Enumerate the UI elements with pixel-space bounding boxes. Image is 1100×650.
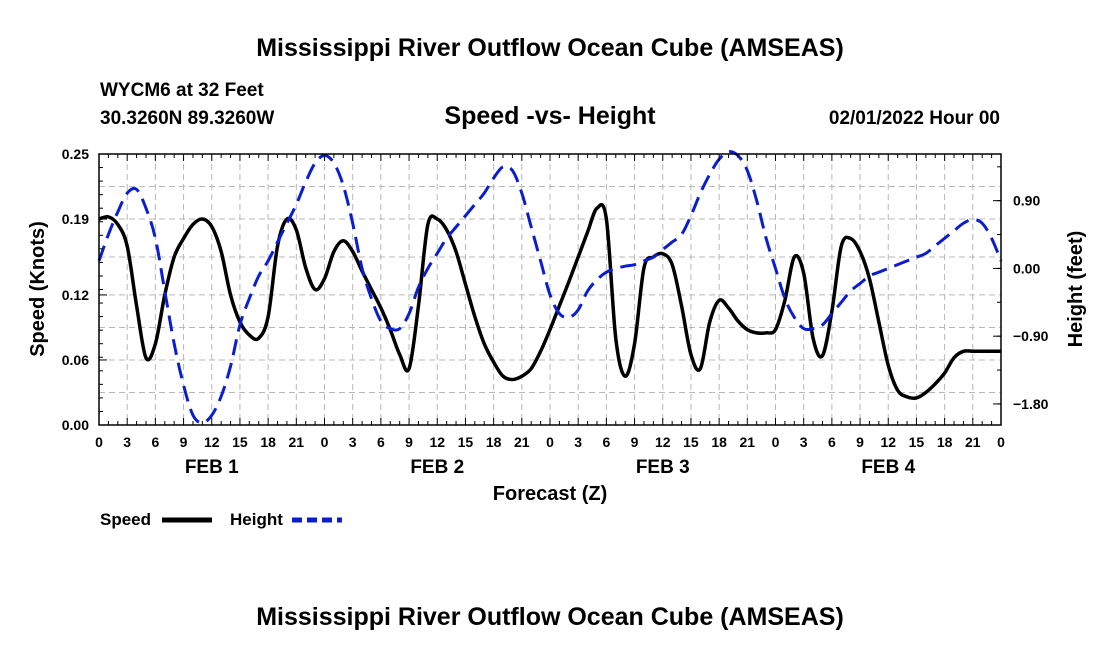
y2-tick-label: 0.90 bbox=[1013, 193, 1040, 209]
station-label: WYCM6 at 32 Feet bbox=[100, 80, 264, 101]
day-label: FEB 3 bbox=[636, 457, 690, 478]
x-tick-label: 12 bbox=[429, 434, 445, 450]
x-tick-label: 6 bbox=[828, 434, 836, 450]
x-tick-label: 0 bbox=[546, 434, 554, 450]
grid-lines bbox=[99, 154, 1001, 425]
y-tick-label: 0.25 bbox=[62, 146, 89, 162]
legend: Speed Height bbox=[100, 510, 342, 529]
x-tick-label: 12 bbox=[204, 434, 220, 450]
x-tick-label: 12 bbox=[655, 434, 671, 450]
x-tick-label: 0 bbox=[95, 434, 103, 450]
x-tick-label: 15 bbox=[909, 434, 925, 450]
series-line-height bbox=[97, 150, 1003, 425]
x-tick-label: 9 bbox=[405, 434, 413, 450]
chart-title: Speed -vs- Height bbox=[444, 102, 656, 130]
day-label: FEB 4 bbox=[861, 457, 915, 478]
x-tick-label: 0 bbox=[772, 434, 780, 450]
x-tick-label: 12 bbox=[880, 434, 896, 450]
x-tick-label: 3 bbox=[349, 434, 357, 450]
x-tick-label: 3 bbox=[800, 434, 808, 450]
x-tick-label: 18 bbox=[486, 434, 502, 450]
datetime-label: 02/01/2022 Hour 00 bbox=[829, 108, 1000, 129]
y-axis-label: Speed (Knots) bbox=[27, 221, 49, 357]
day-label: FEB 1 bbox=[185, 457, 239, 478]
y2-tick-label: 0.00 bbox=[1013, 260, 1040, 276]
page-title: Mississippi River Outflow Ocean Cube (AM… bbox=[256, 34, 844, 62]
series-lines bbox=[97, 150, 1003, 425]
x-tick-label: 0 bbox=[997, 434, 1005, 450]
legend-height-label: Height bbox=[230, 510, 283, 529]
y-tick-label: 0.19 bbox=[62, 211, 89, 227]
y2-tick-label: −0.90 bbox=[1013, 328, 1049, 344]
x-tick-label: 15 bbox=[232, 434, 248, 450]
x-tick-label: 3 bbox=[574, 434, 582, 450]
axis-ticks bbox=[98, 153, 1002, 426]
y-tick-label: 0.12 bbox=[62, 287, 89, 303]
x-tick-label: 0 bbox=[321, 434, 329, 450]
x-tick-label: 21 bbox=[965, 434, 981, 450]
legend-speed-label: Speed bbox=[100, 510, 151, 529]
footer-title: Mississippi River Outflow Ocean Cube (AM… bbox=[256, 603, 844, 631]
axis-tick-labels: 0 3 6 9 12 15 18 21 0 3 6 9 12 15 18 21 0 3 6 9 12 15 18 21 0 3 6 9… bbox=[62, 146, 1049, 478]
x-tick-label: 18 bbox=[937, 434, 953, 450]
y-tick-label: 0.06 bbox=[62, 352, 89, 368]
x-tick-label: 6 bbox=[151, 434, 159, 450]
y2-tick-label: −1.80 bbox=[1013, 396, 1049, 412]
x-tick-label: 6 bbox=[377, 434, 385, 450]
x-tick-label: 3 bbox=[123, 434, 131, 450]
x-tick-label: 18 bbox=[711, 434, 727, 450]
x-tick-label: 9 bbox=[180, 434, 188, 450]
x-tick-label: 6 bbox=[602, 434, 610, 450]
day-label: FEB 2 bbox=[410, 457, 464, 478]
y2-axis-label: Height (feet) bbox=[1065, 231, 1087, 348]
y-tick-label: 0.00 bbox=[62, 417, 89, 433]
x-axis-label: Forecast (Z) bbox=[493, 483, 607, 505]
x-tick-label: 9 bbox=[856, 434, 864, 450]
x-tick-label: 15 bbox=[458, 434, 474, 450]
x-tick-label: 21 bbox=[289, 434, 305, 450]
location-label: 30.3260N 89.3260W bbox=[100, 108, 274, 129]
x-tick-label: 21 bbox=[740, 434, 756, 450]
x-tick-label: 15 bbox=[683, 434, 699, 450]
x-tick-label: 9 bbox=[631, 434, 639, 450]
x-tick-label: 18 bbox=[260, 434, 276, 450]
series-line-speed bbox=[98, 202, 1001, 400]
x-tick-label: 21 bbox=[514, 434, 530, 450]
